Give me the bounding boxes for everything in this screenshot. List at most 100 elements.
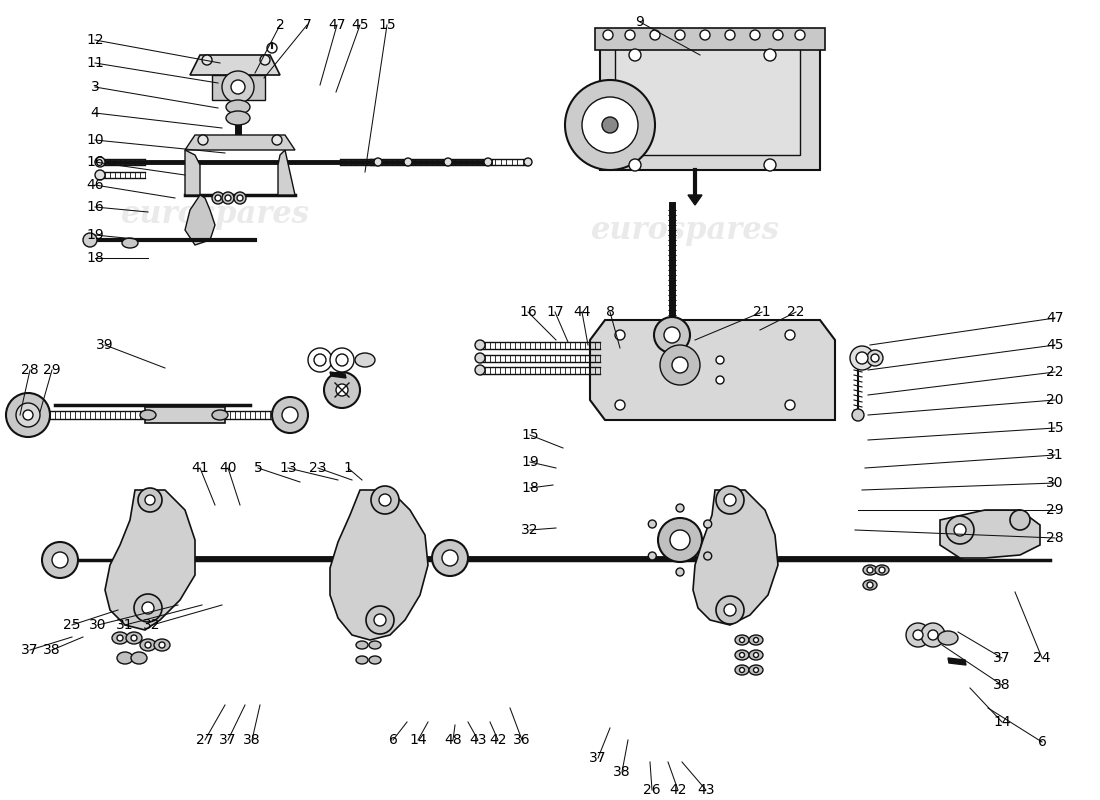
Text: 24: 24 xyxy=(1033,651,1050,665)
Text: 43: 43 xyxy=(470,733,486,747)
Circle shape xyxy=(764,159,776,171)
Circle shape xyxy=(867,582,873,588)
Circle shape xyxy=(675,30,685,40)
Circle shape xyxy=(615,400,625,410)
Circle shape xyxy=(764,49,776,61)
Text: 42: 42 xyxy=(669,783,686,797)
Circle shape xyxy=(850,346,875,370)
Circle shape xyxy=(739,653,745,658)
Circle shape xyxy=(906,623,930,647)
Circle shape xyxy=(330,348,354,372)
Circle shape xyxy=(739,667,745,673)
Text: 44: 44 xyxy=(573,305,591,319)
Circle shape xyxy=(160,642,165,648)
Ellipse shape xyxy=(356,656,369,664)
Text: eurospares: eurospares xyxy=(121,199,309,230)
Circle shape xyxy=(700,30,710,40)
Polygon shape xyxy=(185,195,214,245)
Text: 43: 43 xyxy=(697,783,715,797)
Text: 15: 15 xyxy=(1046,421,1064,435)
Ellipse shape xyxy=(154,639,170,651)
Polygon shape xyxy=(600,30,820,170)
Ellipse shape xyxy=(735,635,749,645)
Text: 18: 18 xyxy=(521,481,539,495)
Text: 14: 14 xyxy=(409,733,427,747)
Ellipse shape xyxy=(126,632,142,644)
Text: 41: 41 xyxy=(191,461,209,475)
Circle shape xyxy=(95,170,104,180)
Polygon shape xyxy=(190,55,280,75)
Circle shape xyxy=(267,43,277,53)
Circle shape xyxy=(672,357,688,373)
Circle shape xyxy=(131,635,138,641)
Circle shape xyxy=(475,353,485,363)
Text: 15: 15 xyxy=(378,18,396,32)
Polygon shape xyxy=(688,195,702,205)
Text: 37: 37 xyxy=(993,651,1011,665)
Text: 38: 38 xyxy=(43,643,60,657)
Text: 15: 15 xyxy=(521,428,539,442)
Text: 8: 8 xyxy=(606,305,615,319)
Circle shape xyxy=(867,350,883,366)
Circle shape xyxy=(754,638,759,642)
Circle shape xyxy=(145,642,151,648)
Polygon shape xyxy=(330,372,346,378)
Text: 37: 37 xyxy=(590,751,607,765)
Circle shape xyxy=(654,317,690,353)
Circle shape xyxy=(282,407,298,423)
Ellipse shape xyxy=(226,100,250,114)
Circle shape xyxy=(475,340,485,350)
Text: 47: 47 xyxy=(328,18,345,32)
Polygon shape xyxy=(940,510,1040,558)
Polygon shape xyxy=(590,320,835,420)
Text: 6: 6 xyxy=(388,733,397,747)
Ellipse shape xyxy=(117,652,133,664)
Text: 48: 48 xyxy=(444,733,462,747)
Circle shape xyxy=(524,158,532,166)
Ellipse shape xyxy=(874,565,889,575)
Text: 7: 7 xyxy=(302,18,311,32)
Text: 28: 28 xyxy=(1046,531,1064,545)
Circle shape xyxy=(603,30,613,40)
Circle shape xyxy=(795,30,805,40)
Text: 19: 19 xyxy=(86,228,103,242)
Circle shape xyxy=(928,630,938,640)
Circle shape xyxy=(379,494,390,506)
Polygon shape xyxy=(693,490,778,625)
Text: 1: 1 xyxy=(343,461,352,475)
Ellipse shape xyxy=(226,111,250,125)
Polygon shape xyxy=(948,658,966,665)
Circle shape xyxy=(374,158,382,166)
Circle shape xyxy=(16,403,40,427)
Circle shape xyxy=(442,550,458,566)
Text: 3: 3 xyxy=(90,80,99,94)
Text: 16: 16 xyxy=(86,155,103,169)
Circle shape xyxy=(234,192,246,204)
Text: 31: 31 xyxy=(117,618,134,632)
Circle shape xyxy=(1010,510,1030,530)
Text: 10: 10 xyxy=(86,133,103,147)
Polygon shape xyxy=(185,150,200,195)
Circle shape xyxy=(954,524,966,536)
Ellipse shape xyxy=(864,580,877,590)
Circle shape xyxy=(704,520,712,528)
Text: eurospares: eurospares xyxy=(591,214,780,246)
Text: 12: 12 xyxy=(86,33,103,47)
Circle shape xyxy=(946,516,974,544)
Circle shape xyxy=(138,488,162,512)
Text: 22: 22 xyxy=(1046,365,1064,379)
Text: 27: 27 xyxy=(196,733,213,747)
Circle shape xyxy=(754,667,759,673)
Circle shape xyxy=(314,354,326,366)
Text: 9: 9 xyxy=(636,15,645,29)
Circle shape xyxy=(236,195,243,201)
Circle shape xyxy=(82,233,97,247)
Text: 23: 23 xyxy=(309,461,327,475)
Text: 45: 45 xyxy=(351,18,369,32)
Circle shape xyxy=(260,55,270,65)
Ellipse shape xyxy=(368,641,381,649)
Text: 37: 37 xyxy=(21,643,38,657)
Circle shape xyxy=(629,49,641,61)
Ellipse shape xyxy=(864,565,877,575)
Ellipse shape xyxy=(112,632,128,644)
